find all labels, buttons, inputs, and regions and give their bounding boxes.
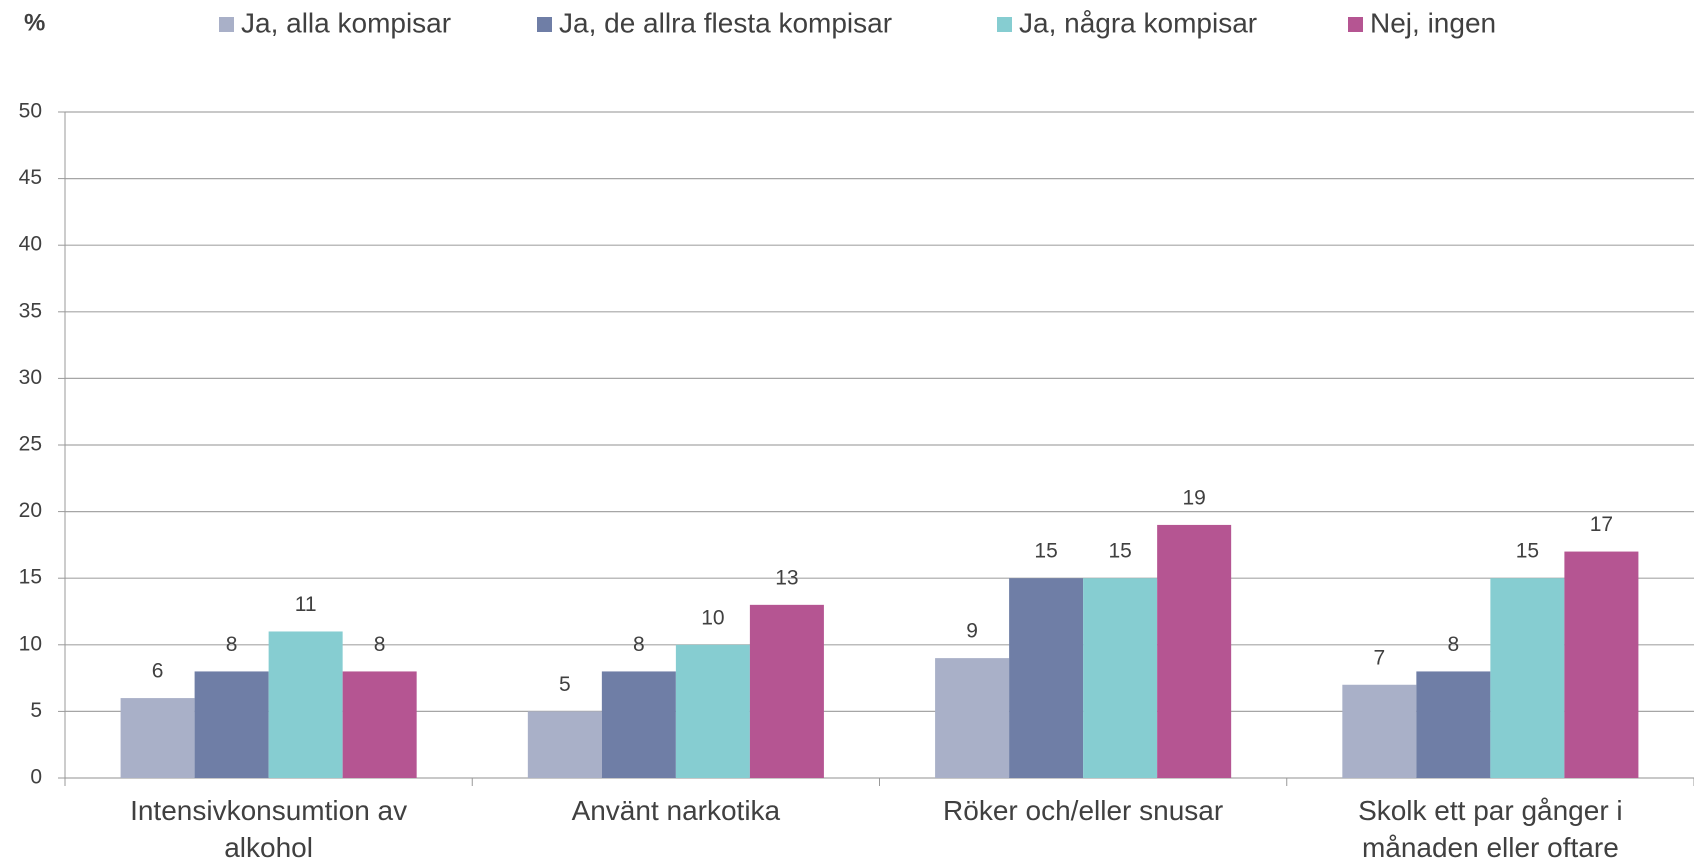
bar [120,698,195,778]
bar [1083,578,1158,778]
bar [527,711,602,778]
y-tick-label: 50 [19,100,42,123]
y-tick-label: 40 [19,233,42,256]
data-label: 19 [1182,486,1205,509]
bar [1490,578,1565,778]
data-label: 7 [1374,646,1386,669]
data-label: 6 [152,660,164,683]
x-tick-label: Skolk ett par gånger i månaden eller oft… [1358,795,1623,863]
data-label: 5 [559,673,571,696]
legend-label: Ja, de allra flesta kompisar [559,7,892,38]
x-tick-label: Intensivkonsumtion av alkohol [130,795,408,863]
bar [342,671,417,778]
y-tick-label: 10 [19,632,42,655]
data-label: 15 [1034,540,1057,563]
y-tick-label: 15 [19,566,42,589]
bar [1009,578,1084,778]
bar [194,671,269,778]
data-label: 8 [226,633,238,656]
bar [1564,551,1639,778]
bar [268,631,343,778]
data-label: 10 [701,606,724,629]
data-label: 8 [374,633,386,656]
x-tick-label: Använt narkotika [571,795,781,826]
y-tick-label: 30 [19,366,42,389]
legend-label: Ja, alla kompisar [241,7,451,38]
data-label: 13 [775,566,798,589]
bar [749,604,824,778]
y-tick-label: 5 [30,699,42,722]
y-tick-label: 35 [19,299,42,322]
legend-label: Nej, ingen [1370,7,1496,38]
bar [1157,524,1232,778]
x-tick-label: Röker och/eller snusar [943,795,1224,826]
bar [1342,684,1417,778]
bar [935,658,1010,778]
bar [675,644,750,778]
data-label: 11 [295,593,317,616]
legend-swatch [219,17,234,32]
data-label: 8 [1448,633,1460,656]
legend-label: Ja, några kompisar [1019,7,1257,38]
legend-swatch [997,17,1012,32]
data-label: 17 [1590,513,1613,536]
data-label: 8 [633,633,645,656]
data-label: 15 [1516,540,1539,563]
bar [601,671,676,778]
y-tick-label: 0 [30,766,42,789]
y-axis-label: % [24,9,45,36]
data-label: 9 [966,620,978,643]
legend-swatch [537,17,552,32]
data-label: 15 [1108,540,1131,563]
bar [1416,671,1491,778]
legend-swatch [1348,17,1363,32]
y-tick-label: 20 [19,499,42,522]
y-tick-label: 25 [19,433,42,456]
y-tick-label: 45 [19,166,42,189]
